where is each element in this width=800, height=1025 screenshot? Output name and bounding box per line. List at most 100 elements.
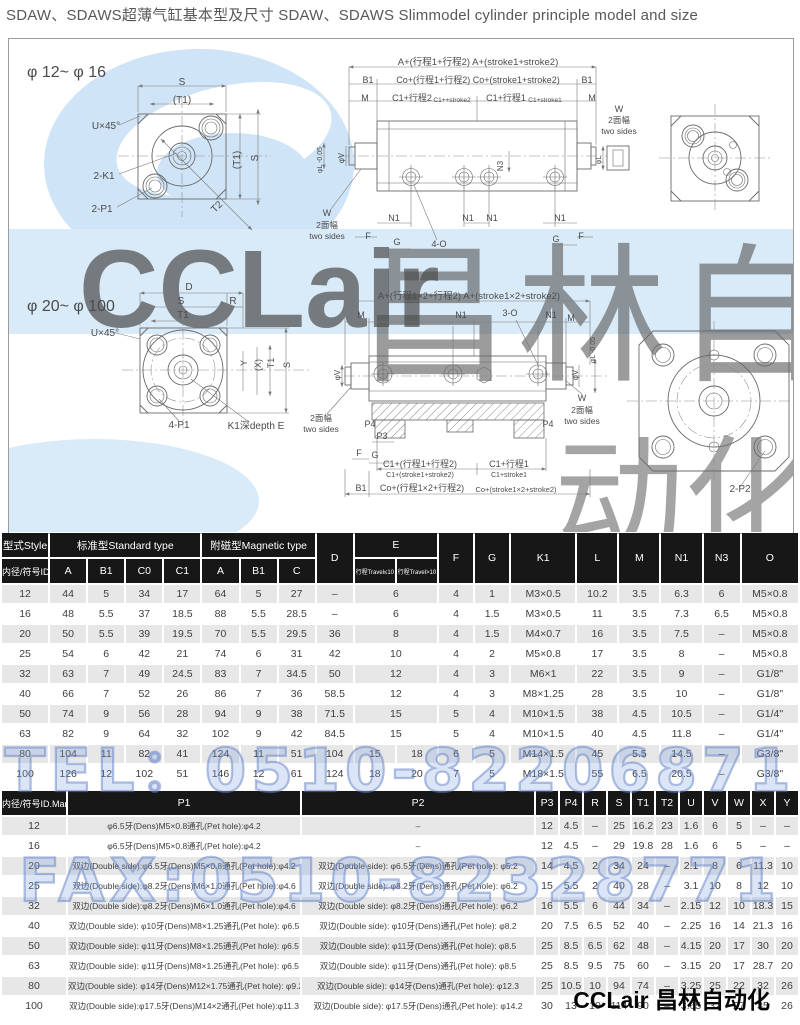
cell-mc: 36 (278, 685, 315, 703)
cell-b1: 6 (88, 645, 125, 663)
drawing-label: 4-P1 (168, 420, 190, 431)
cell-p3: 15 (536, 877, 558, 895)
col-header-m: M (619, 533, 660, 583)
cell-t1: 19.8 (632, 837, 654, 855)
cell-g: 5 (475, 765, 510, 783)
drawing-label: M (567, 313, 575, 323)
drawing-label: P4 (364, 419, 375, 429)
cell-w: 6 (728, 857, 750, 875)
col-header-a: A (50, 559, 87, 583)
cell-u: 1.6 (680, 837, 702, 855)
cell-c0: 34 (126, 585, 163, 603)
cell-s: 29 (608, 837, 630, 855)
watermark-gray-text: 昌林自动化 (359, 233, 793, 401)
cell-ma: 146 (202, 765, 239, 783)
drawing-label: φV (333, 369, 342, 380)
cell-mc: 34.5 (278, 665, 315, 683)
drawing-label: S (282, 362, 292, 368)
cell-mc: 51 (278, 745, 315, 763)
cell-s: 114 (608, 997, 630, 1015)
cell-g: 4 (475, 725, 510, 743)
cell-l: 16 (577, 625, 618, 643)
cell-v: 32 (704, 997, 726, 1015)
drawing-label: F (578, 231, 584, 241)
drawing-label: C1+(stroke1+stroke2) (386, 472, 454, 479)
cell-l: 38 (577, 705, 618, 723)
cell-m: 3.5 (619, 605, 660, 623)
cell-p1: 双边(Double side):φ8.2牙(Dens)M6×1.0通孔(Pet … (68, 897, 300, 915)
cell-t2: – (656, 897, 678, 915)
drawing-label: W (323, 208, 332, 218)
cell-y: 20 (776, 937, 798, 955)
cell-d: 50 (316, 665, 353, 683)
col-header-id-mark: 内径/符号ID.Mark (2, 559, 49, 583)
cell-f: 4 (438, 645, 474, 663)
cell-w: 5 (728, 837, 750, 855)
cell-p2: 双边(Double side): φ11牙(Dens)通孔(Pet hole):… (302, 957, 534, 975)
drawing-label: N1 (455, 310, 467, 320)
cell-id: 20 (2, 857, 66, 875)
cell-t1: 28 (632, 877, 654, 895)
cell-r: 2 (584, 857, 606, 875)
cell-c1: 24.5 (164, 665, 201, 683)
cell-x: – (752, 817, 774, 835)
cell-n1: 7.3 (661, 605, 702, 623)
drawing-label: φL -0.05 (590, 337, 597, 363)
col-header-style: 型式Style (2, 533, 49, 557)
spec-row-25: 25 54 6 42 21 74 6 31 42 10 4 2 M5×0.8 17 3.5 8– M5×0.8 (2, 645, 798, 663)
cell-a: 66 (50, 685, 87, 703)
cell-e1: 15 (354, 745, 395, 763)
cell-d: 58.5 (316, 685, 353, 703)
cell-w: 5 (728, 817, 750, 835)
cell-id: 50 (2, 705, 49, 723)
cell-r: 6 (584, 897, 606, 915)
cell-p1: 双边(Double side): φ11牙(Dens)M8×1.25通孔(Pet… (68, 937, 300, 955)
port-row-63: 63 双边(Double side): φ11牙(Dens)M8×1.25通孔(P… (2, 957, 798, 975)
drawing-label: T1 (266, 358, 276, 369)
cell-p1: φ6.5牙(Dens)M5×0.8通孔(Pet hole):φ4.2 (68, 837, 300, 855)
cell-n1: 6.3 (661, 585, 702, 603)
drawing-label: 2-K1 (93, 171, 115, 182)
drawing-label: S (250, 154, 261, 161)
col-header-c0: C0 (126, 559, 163, 583)
cell-p3: 14 (536, 857, 558, 875)
brand-logo: CCLair 昌林自动化 (573, 987, 770, 1013)
col-header-e-gt10: 行程Travel>10 (396, 559, 437, 583)
cell-e2: 18 (396, 745, 437, 763)
drawing-label: φV (571, 369, 580, 380)
col-header-f: F (438, 533, 474, 583)
cell-a: 54 (50, 645, 87, 663)
cell-id: 25 (2, 877, 66, 895)
cell-p4: 10.5 (560, 977, 582, 995)
cell-n3: – (703, 645, 740, 663)
spec-row-80: 80 104 11 82 41 124 11 51 104 15 18 6 5 M14×1.5 45 5.5 1… (2, 745, 798, 763)
cell-e1: 12 (354, 665, 437, 683)
col-header-o: O (741, 533, 798, 583)
cell-r: 6.5 (584, 917, 606, 935)
cell-d: – (316, 605, 353, 623)
cell-r: 9.5 (584, 957, 606, 975)
drawing-phi20-100 (111, 291, 793, 497)
drawing-label: R (229, 296, 236, 307)
cell-p2: 双边(Double side): φ10牙(Dens)通孔(Pet hole):… (302, 917, 534, 935)
cell-c0: 64 (126, 725, 163, 743)
cell-n3: – (703, 705, 740, 723)
cell-p4: 4.5 (560, 857, 582, 875)
cell-c0: 56 (126, 705, 163, 723)
cell-y: 15 (776, 897, 798, 915)
drawing-label: T1 (177, 310, 189, 321)
drawing-label: C1+stroke1 (491, 472, 527, 479)
col-header-e: E (354, 533, 437, 557)
cell-k1: M10×1.5 (511, 705, 576, 723)
cell-a: 126 (50, 765, 87, 783)
cell-id: 100 (2, 997, 66, 1015)
cell-p3: 12 (536, 837, 558, 855)
cell-id: 32 (2, 665, 49, 683)
cell-ma: 83 (202, 665, 239, 683)
cell-v: 6 (704, 837, 726, 855)
cell-u: 4.15 (680, 937, 702, 955)
cell-v: 16 (704, 917, 726, 935)
cell-u: 3.15 (680, 957, 702, 975)
cell-p1: 双边(Double side): φ10牙(Dens)M8×1.25通孔(Pet… (68, 917, 300, 935)
